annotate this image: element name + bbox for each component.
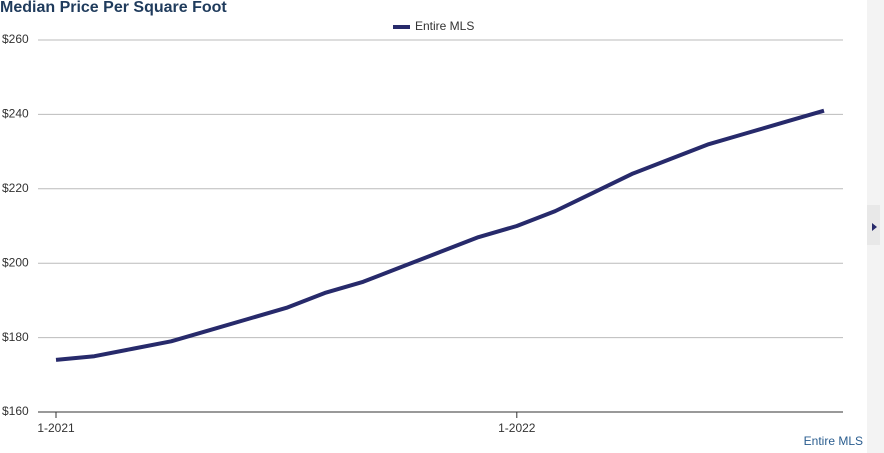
x-tick-label: 1-2022 xyxy=(498,421,536,435)
y-tick-label: $240 xyxy=(2,107,29,121)
chart-title: Median Price Per Square Foot xyxy=(0,0,227,16)
y-tick-label: $180 xyxy=(2,330,29,344)
footer-label: Entire MLS xyxy=(804,434,863,448)
y-tick-label: $260 xyxy=(2,32,29,46)
y-tick-label: $160 xyxy=(2,404,29,418)
toggle-arrow xyxy=(872,223,877,231)
x-tick-label: 1-2021 xyxy=(37,421,75,435)
legend-label: Entire MLS xyxy=(415,19,474,33)
data-line xyxy=(55,108,825,362)
y-tick-label: $220 xyxy=(2,181,29,195)
y-tick-label: $200 xyxy=(2,255,29,269)
